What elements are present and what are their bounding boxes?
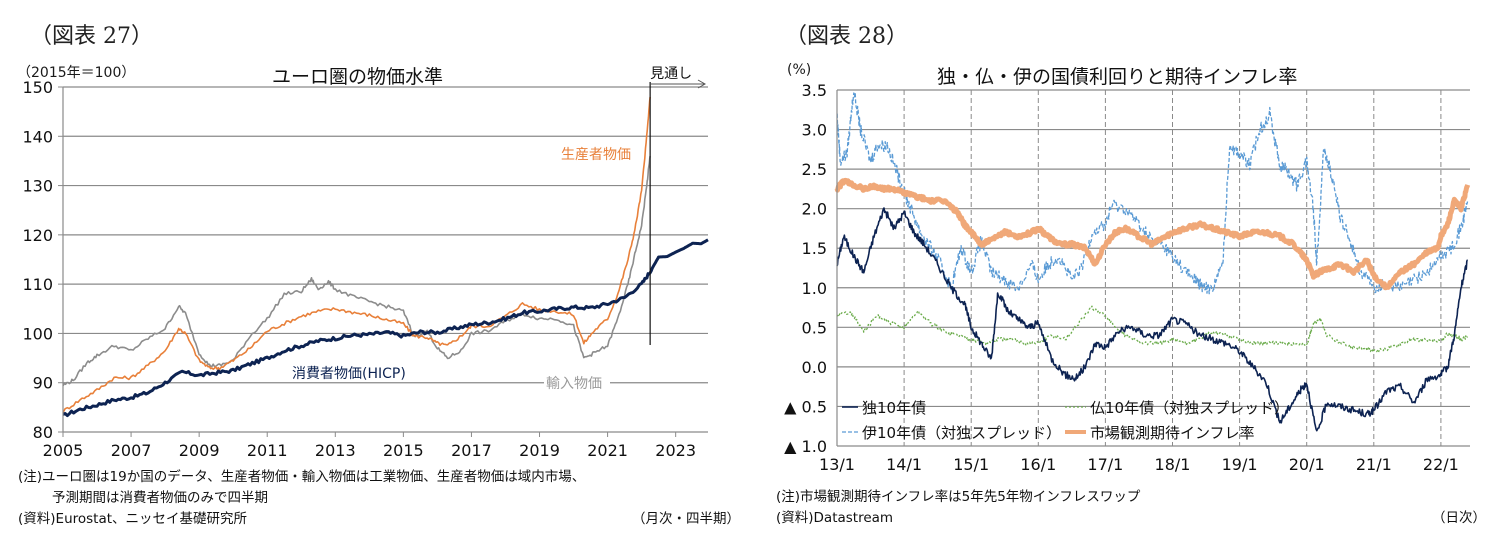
left-y-unit: （2015年＝100） [17, 65, 136, 81]
x-tick-label: 2019 [519, 441, 560, 460]
x-tick-label: 16/1 [1020, 455, 1056, 474]
series-line-producer-prices [62, 96, 651, 413]
legend-label-bund-10y: 独10年債 [862, 399, 926, 417]
y-tick-label: 90 [33, 374, 53, 393]
left-frequency: （月次・四半期） [632, 511, 740, 527]
x-tick-label: 21/1 [1356, 455, 1392, 474]
label-hicp: 消費者物価(HICP) [292, 366, 406, 382]
label-import-prices: 輸入物価 [546, 376, 602, 392]
y-tick-label: ▲ 0.5 [784, 397, 827, 416]
label-import-bg [544, 372, 610, 392]
left-note-line-1: (注)ユーロ圏は19か国のデータ、生産者物価・輸入物価は工業物価、生産者物価は域… [18, 469, 586, 485]
left-chart-title: ユーロ圏の物価水準 [272, 66, 444, 88]
y-tick-label: 3.5 [802, 81, 827, 100]
x-tick-label: 2011 [247, 441, 288, 460]
y-tick-label: 110 [22, 275, 53, 294]
y-tick-label: ▲ 1.0 [784, 437, 827, 456]
x-tick-label: 2007 [111, 441, 152, 460]
x-tick-label: 2013 [315, 441, 356, 460]
series-line-market-inflation-expectation [834, 177, 1471, 291]
x-tick-label: 20/1 [1289, 455, 1325, 474]
x-tick-label: 2005 [43, 441, 84, 460]
legend-label-btp-10y-spread: 伊10年債（対独スプレッド） [862, 424, 1061, 442]
forecast-arrow-head [697, 79, 707, 89]
x-tick-label: 17/1 [1087, 455, 1123, 474]
right-source: (資料)Datastream [776, 510, 894, 526]
legend-label-oat-10y-spread: 仏10年債（対独スプレッド） [1090, 399, 1289, 417]
y-tick-label: 120 [22, 226, 53, 245]
left-source: (資料)Eurostat、ニッセイ基礎研究所 [18, 511, 248, 527]
y-tick-label: 2.0 [802, 200, 827, 219]
series-line-oat-10y-spread [836, 305, 1468, 353]
y-tick-label: 1.0 [802, 279, 827, 298]
y-tick-label: 130 [22, 177, 53, 196]
legend-label-market-inflation-expectation: 市場観測期待インフレ率 [1090, 424, 1255, 442]
x-tick-label: 18/1 [1155, 455, 1191, 474]
x-tick-label: 15/1 [953, 455, 989, 474]
y-tick-label: 2.5 [802, 160, 827, 179]
right-frequency: （日次） [1432, 510, 1486, 526]
x-tick-label: 13/1 [819, 455, 855, 474]
x-tick-label: 2015 [383, 441, 424, 460]
y-tick-label: 140 [22, 127, 53, 146]
right-chart-title: 独・仏・伊の国債利回りと期待インフレ率 [937, 66, 1298, 88]
y-tick-label: 150 [22, 78, 53, 97]
series-line-import-prices [62, 155, 651, 387]
series-line-btp-10y-spread [836, 91, 1469, 295]
left-figure-label: （図表 27） [30, 24, 153, 49]
y-tick-label: 100 [22, 324, 53, 343]
y-tick-label: 3.0 [802, 121, 827, 140]
left-note-line-2: 予測期間は消費者物価のみで四半期 [52, 490, 268, 506]
y-tick-label: 1.5 [802, 239, 827, 258]
right-figure-label: （図表 28） [785, 24, 908, 49]
right-note: (注)市場観測期待インフレ率は5年先5年物インフレスワップ [776, 489, 1141, 505]
x-tick-label: 2017 [451, 441, 492, 460]
label-producer-prices: 生産者物価 [561, 147, 631, 163]
x-tick-label: 14/1 [886, 455, 922, 474]
x-tick-label: 2023 [655, 441, 696, 460]
y-tick-label: 0.5 [802, 318, 827, 337]
forecast-label: 見通し [650, 66, 692, 82]
x-tick-label: 2009 [179, 441, 220, 460]
x-tick-label: 22/1 [1423, 455, 1459, 474]
x-tick-label: 19/1 [1222, 455, 1258, 474]
right-y-unit: (%) [787, 62, 812, 78]
y-tick-label: 80 [33, 423, 53, 442]
series-line-bund-10y [836, 207, 1469, 432]
y-tick-label: 0.0 [802, 358, 827, 377]
x-tick-label: 2021 [587, 441, 628, 460]
